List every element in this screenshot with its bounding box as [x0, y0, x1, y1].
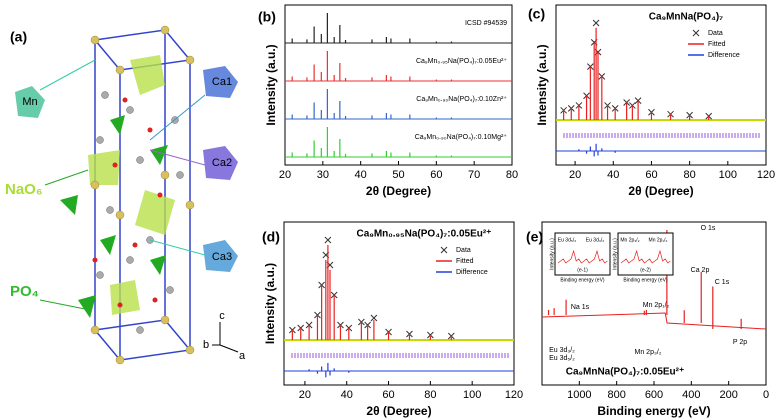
- panel-label: (d): [262, 229, 280, 245]
- panel-label: (a): [10, 29, 27, 45]
- x-tick-label: 200: [719, 389, 737, 401]
- legend-label: Fitted: [708, 41, 726, 48]
- peak-label: O 1s: [701, 225, 716, 232]
- x-tick-label: 60: [430, 169, 442, 181]
- data-point: [592, 19, 600, 27]
- axis-label: a: [239, 350, 246, 362]
- x-tick-label: 60: [645, 169, 657, 181]
- x-tick-label: 80: [506, 169, 518, 181]
- legend-marker: [692, 29, 700, 37]
- x-axis-label: 2θ (Degree): [628, 184, 693, 198]
- panel-label: (b): [258, 9, 276, 25]
- inset-y-label: Intensity (a.u.): [549, 238, 555, 270]
- inset-peak-label: Mn 2p₃/₂: [620, 237, 639, 243]
- legend-label: Difference: [456, 269, 488, 276]
- x-tick-label: 400: [682, 389, 700, 401]
- x-tick-label: 120: [505, 389, 523, 401]
- inset-label: (e-2): [640, 267, 651, 273]
- legend-label: Data: [456, 247, 471, 254]
- atom-label: Ca2: [212, 157, 232, 169]
- inset-trace: [620, 249, 671, 264]
- x-tick-label: 100: [463, 389, 481, 401]
- axis-label: b: [203, 339, 209, 351]
- inset-peak-label: Eu 3d₅/₂: [558, 237, 576, 243]
- crystal-structure: (a) Mn Ca1 Ca2 Ca3 NaO₆ PO₄ c b a: [5, 25, 246, 365]
- x-tick-label: 80: [424, 389, 436, 401]
- panel-label: (e): [526, 229, 543, 245]
- x-tick-label: 50: [392, 169, 404, 181]
- x-tick-label: 20: [569, 169, 581, 181]
- x-tick-label: 60: [382, 389, 394, 401]
- y-axis-label: Intensity (a.u.): [535, 44, 549, 125]
- chart-title: Ca₉MnNa(PO₄)₇: [649, 12, 723, 23]
- peak-label: C 1s: [715, 279, 730, 286]
- legend-label: Difference: [708, 52, 740, 59]
- panel-label: (c): [528, 6, 545, 22]
- peak-label: Eu 3d₅/₂: [549, 355, 575, 362]
- inset-x-label: Binding energy (eV): [623, 277, 668, 283]
- series-label: Ca₉Mn₀.₉₀Na(PO₄)₇:0.10Zn²⁺: [416, 96, 507, 103]
- x-tick-label: 100: [719, 169, 737, 181]
- peak-label: Eu 3d₃/₂: [549, 347, 575, 354]
- peak-label: Mn 2p₃/₂: [635, 349, 662, 356]
- x-tick-label: 80: [684, 169, 696, 181]
- x-tick-label: 40: [355, 169, 367, 181]
- x-tick-label: 30: [317, 169, 329, 181]
- caption: Ca₉MnNa(PO₄)₇:0.05Eu²⁺: [566, 367, 685, 378]
- data-point: [324, 236, 332, 244]
- legend-marker: [440, 246, 448, 254]
- x-tick-label: 1000: [567, 389, 591, 401]
- x-tick-label: 20: [299, 389, 311, 401]
- x-tick-label: 40: [607, 169, 619, 181]
- plot-frame: [283, 221, 515, 386]
- peak-label: Ca 2p: [691, 267, 710, 274]
- inset-trace: [557, 249, 608, 264]
- peak-label: Na 1s: [571, 304, 590, 311]
- legend-label: Fitted: [456, 258, 474, 265]
- inset-frame: [617, 232, 674, 276]
- x-tick-label: 0: [763, 389, 769, 401]
- inset-peak-label: Eu 3d₃/₂: [586, 237, 604, 243]
- atom-label: Ca3: [212, 251, 232, 263]
- polyhedron-label: PO₄: [10, 283, 39, 300]
- inset-label: (e-1): [577, 267, 588, 273]
- x-tick-label: 600: [645, 389, 663, 401]
- inset-frame: [554, 232, 611, 276]
- background: [541, 312, 767, 330]
- atom-label: Mn: [22, 96, 37, 108]
- x-tick-label: 120: [757, 169, 775, 181]
- x-axis-label: Binding energy (eV): [597, 404, 710, 418]
- x-axis-label: 2θ (Degree): [366, 404, 431, 418]
- y-axis-label: Intensity (a.u.): [264, 44, 278, 125]
- peak-label: P 2p: [733, 339, 747, 346]
- legend-label: Data: [708, 30, 723, 37]
- chart-title: Ca₉Mn₀.₉₅Na(PO₄)₇:0.05Eu²⁺: [357, 229, 492, 240]
- x-axis-label: 2θ (Degree): [366, 184, 431, 198]
- plot-frame: [284, 4, 513, 166]
- series-label: Ca₉Mn₀.₉₀Na(PO₄)₇:0.10Mg²⁺: [415, 134, 508, 141]
- data-point: [370, 314, 378, 322]
- plot-frame: [555, 4, 767, 166]
- inset-x-label: Binding energy (eV): [560, 277, 605, 283]
- x-tick-label: 70: [468, 169, 480, 181]
- peak-label: Mn 2p₁/₂: [643, 302, 670, 309]
- axis-label: c: [219, 310, 225, 322]
- inset-peak-label: Mn 2p₁/₂: [649, 237, 668, 243]
- x-tick-label: 40: [341, 389, 353, 401]
- inset-y-label: Intensity (a.u.): [612, 238, 618, 270]
- annotation: ICSD #94539: [465, 20, 507, 27]
- atom-label: Ca1: [212, 76, 232, 88]
- x-tick-label: 20: [279, 169, 291, 181]
- polyhedron-label: NaO₆: [5, 181, 43, 198]
- series-label: Ca₉Mn₀.₉₅Na(PO₄)₇:0.05Eu²⁺: [416, 58, 507, 65]
- x-tick-label: 800: [607, 389, 625, 401]
- y-axis-label: Intensity (a.u.): [263, 263, 277, 344]
